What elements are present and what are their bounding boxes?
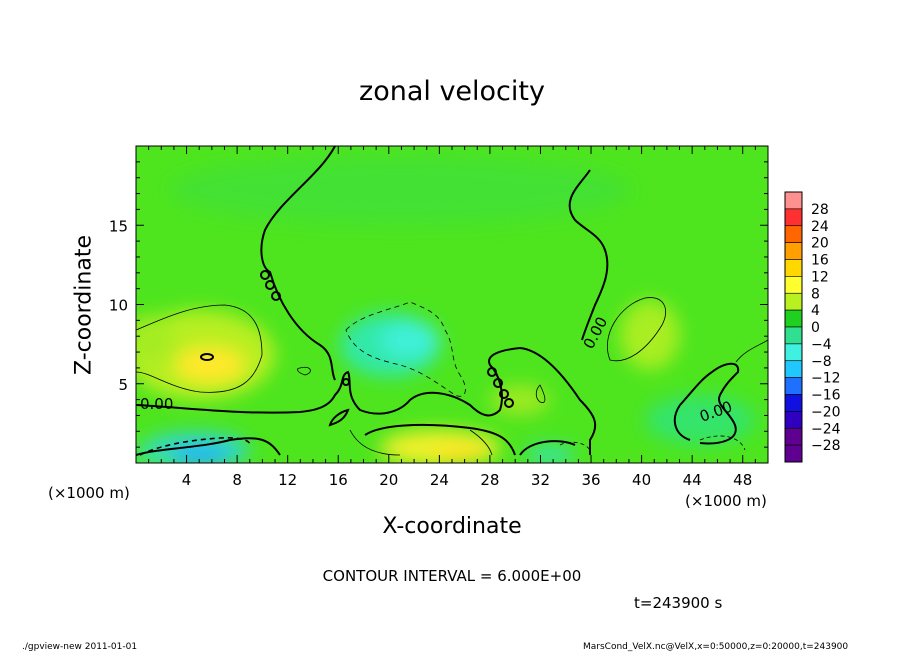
x-tick-label: 4 — [182, 471, 192, 489]
footer-left: ./gpview-new 2011-01-01 — [22, 642, 138, 652]
colorbar-swatch — [784, 377, 803, 395]
colorbar-swatch — [784, 225, 803, 243]
colorbar-swatch — [784, 259, 803, 277]
footer-right: MarsCond_VelX.nc@VelX,x=0:50000,z=0:2000… — [583, 642, 849, 652]
colorbar-tick-label: 20 — [811, 236, 829, 252]
x-tick-label: 24 — [430, 471, 449, 489]
y-axis: 5 10 15 — [109, 161, 768, 448]
y-tick-label: 5 — [118, 376, 128, 394]
colorbar-tick-label: −28 — [811, 438, 841, 454]
y-tick-label: 10 — [109, 297, 128, 315]
colorbar-tick-label: 0 — [811, 320, 820, 336]
colorbar-swatch — [784, 343, 803, 362]
colorbar-swatch — [784, 242, 803, 260]
colorbar-tick-label: 24 — [811, 219, 829, 235]
colorbar-tick-label: −4 — [811, 337, 832, 353]
contour-interval: CONTOUR INTERVAL = 6.000E+00 — [322, 567, 582, 585]
x-unit-label-left: (×1000 m) — [48, 484, 130, 502]
colorbar-swatch — [784, 326, 803, 345]
x-tick-label: 12 — [278, 471, 297, 489]
x-tick-label: 16 — [329, 471, 348, 489]
colorbar-swatch — [784, 292, 803, 311]
colorbar-swatch — [784, 191, 803, 210]
colorbar-tick-label: −20 — [811, 404, 841, 420]
y-axis-label: Z-coordinate — [71, 235, 97, 375]
x-tick-label: 28 — [480, 471, 499, 489]
colorbar-tick-label: 4 — [811, 303, 820, 319]
colorbar-swatch — [784, 360, 803, 378]
chart-title: zonal velocity — [359, 76, 545, 107]
velocity-field — [136, 146, 768, 463]
contour-label: 0.00 — [140, 395, 173, 413]
colorbar-swatch — [784, 444, 803, 463]
colorbar-tick-label: 16 — [811, 253, 829, 269]
x-tick-label: 8 — [232, 471, 242, 489]
x-tick-label: 44 — [683, 471, 702, 489]
x-tick-label: 48 — [733, 471, 752, 489]
x-unit-label-right: (×1000 m) — [685, 492, 767, 510]
colorbar-tick-label: −24 — [811, 421, 841, 437]
thin-contours — [136, 297, 768, 456]
colorbar-swatch — [784, 394, 803, 412]
colorbar-swatch — [784, 309, 803, 328]
colorbar-frame — [784, 191, 803, 463]
x-axis: 4 8 12 16 20 24 28 32 36 40 44 48 — [148, 146, 756, 489]
colorbar-tick-label: 28 — [811, 202, 829, 218]
x-tick-label: 36 — [581, 471, 600, 489]
colorbar-tick-label: −16 — [811, 388, 841, 404]
x-tick-label: 20 — [379, 471, 398, 489]
colorbar-tick-label: 8 — [811, 286, 820, 302]
time-label: t=243900 s — [634, 594, 723, 612]
x-tick-label: 40 — [632, 471, 651, 489]
x-tick-label: 32 — [531, 471, 550, 489]
y-tick-label: 15 — [109, 217, 128, 235]
colorbar-swatch — [784, 411, 803, 429]
colorbar-swatch — [784, 427, 803, 446]
x-axis-label: X-coordinate — [382, 514, 522, 539]
colorbar-swatch — [784, 208, 803, 227]
contour-lines — [136, 146, 740, 456]
colorbar-swatch — [784, 276, 803, 294]
colorbar-tick-label: −8 — [811, 354, 832, 370]
colorbar-tick-label: 12 — [811, 269, 829, 285]
colorbar-tick-label: −12 — [811, 371, 841, 387]
